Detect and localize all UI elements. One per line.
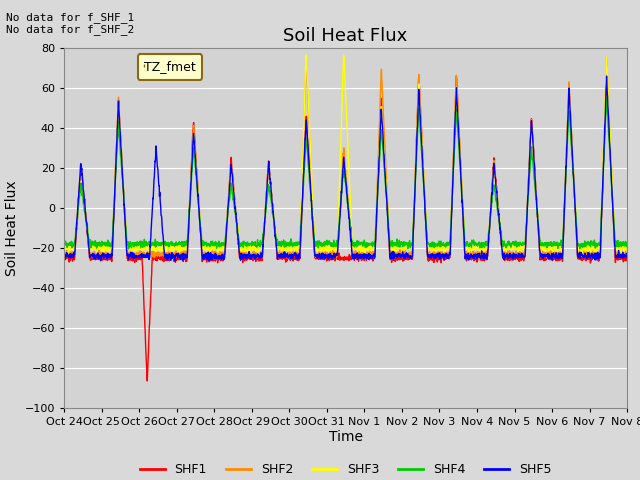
Line: SHF2: SHF2 — [64, 57, 627, 260]
SHF1 — [603, 72, 611, 77]
SHF4 — [603, 96, 611, 101]
SHF5 — [218, 257, 225, 263]
Line: SHF3: SHF3 — [64, 55, 627, 253]
SHF1 — [218, 255, 225, 261]
SHF5 — [589, 253, 597, 259]
SHF2 — [574, 251, 582, 257]
SHF4 — [574, 241, 582, 247]
SHF1 — [60, 252, 68, 258]
Y-axis label: Soil Heat Flux: Soil Heat Flux — [5, 180, 19, 276]
SHF4 — [125, 246, 132, 252]
SHF4 — [509, 241, 517, 247]
SHF5 — [603, 73, 611, 79]
SHF4 — [589, 239, 597, 245]
SHF3 — [589, 247, 597, 252]
SHF1 — [374, 170, 382, 176]
SHF3 — [218, 245, 225, 251]
SHF3 — [99, 250, 107, 256]
SHF4 — [60, 241, 68, 247]
Line: SHF4: SHF4 — [64, 98, 627, 249]
Text: No data for f_SHF_2: No data for f_SHF_2 — [6, 24, 134, 35]
Line: SHF1: SHF1 — [64, 74, 627, 381]
SHF5 — [574, 253, 582, 259]
SHF3 — [302, 52, 310, 58]
SHF2 — [60, 252, 68, 258]
SHF2 — [362, 254, 370, 260]
Title: Soil Heat Flux: Soil Heat Flux — [284, 27, 408, 45]
SHF5 — [509, 250, 517, 256]
SHF1 — [509, 257, 517, 263]
SHF5 — [60, 254, 68, 260]
SHF2 — [509, 252, 517, 257]
SHF3 — [375, 161, 383, 167]
Text: No data for f_SHF_1: No data for f_SHF_1 — [6, 12, 134, 23]
Legend: SHF1, SHF2, SHF3, SHF4, SHF5: SHF1, SHF2, SHF3, SHF4, SHF5 — [134, 458, 557, 480]
Line: SHF5: SHF5 — [64, 76, 627, 261]
SHF3 — [60, 244, 68, 250]
SHF1 — [362, 252, 370, 258]
SHF5 — [623, 253, 631, 259]
SHF4 — [623, 240, 631, 246]
SHF1 — [143, 378, 151, 384]
SHF4 — [374, 177, 382, 183]
SHF2 — [476, 257, 483, 263]
SHF5 — [374, 175, 382, 180]
SHF1 — [574, 255, 582, 261]
SHF1 — [623, 257, 631, 263]
SHF3 — [574, 242, 582, 248]
SHF2 — [217, 252, 225, 258]
SHF4 — [362, 243, 370, 249]
SHF2 — [623, 252, 631, 257]
SHF2 — [374, 159, 382, 165]
SHF3 — [362, 246, 370, 252]
SHF3 — [623, 243, 631, 249]
SHF1 — [589, 255, 597, 261]
SHF2 — [589, 252, 597, 258]
SHF3 — [510, 243, 518, 249]
SHF5 — [97, 258, 104, 264]
SHF4 — [218, 240, 225, 246]
SHF2 — [603, 54, 611, 60]
SHF5 — [362, 254, 370, 260]
X-axis label: Time: Time — [328, 430, 363, 444]
